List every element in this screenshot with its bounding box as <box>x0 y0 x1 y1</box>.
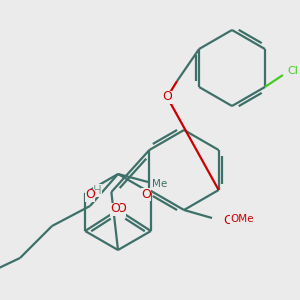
Text: Me: Me <box>234 215 250 225</box>
Text: Me: Me <box>152 179 167 189</box>
Text: O: O <box>116 202 126 215</box>
Text: O: O <box>141 188 151 202</box>
Text: H: H <box>93 184 102 196</box>
Text: O: O <box>223 214 233 226</box>
Text: O: O <box>85 188 95 202</box>
Text: O: O <box>162 91 172 103</box>
Text: Cl: Cl <box>287 66 298 76</box>
Text: OMe: OMe <box>230 214 253 224</box>
Text: O: O <box>110 202 120 215</box>
